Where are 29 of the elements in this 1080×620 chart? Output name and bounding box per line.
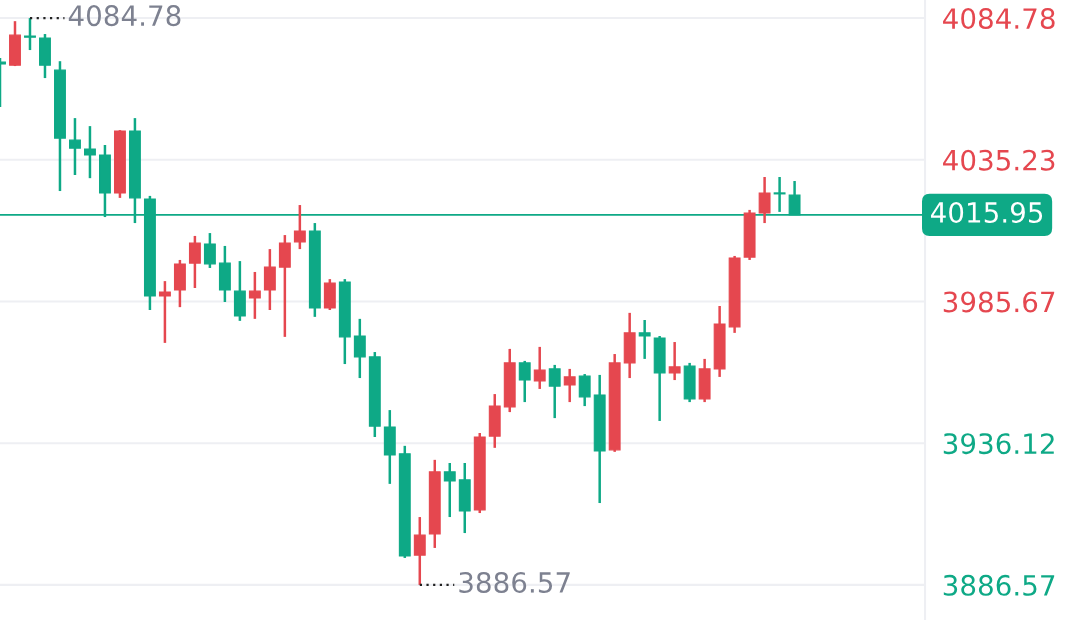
candlestick (24, 16, 36, 52)
candlestick (563, 367, 576, 404)
candlestick (548, 363, 561, 420)
y-tick-label: 3886.57 (943, 574, 1055, 596)
y-tick-label: 4084.78 (943, 8, 1055, 30)
candlestick (773, 175, 786, 214)
candlestick (158, 279, 171, 345)
candlestick (578, 372, 591, 408)
candlestick (413, 515, 426, 587)
candlestick (518, 359, 531, 404)
candlestick (293, 203, 306, 251)
candlestick (638, 318, 651, 361)
candlestick (263, 247, 276, 312)
candlestick (353, 317, 366, 380)
candlestick (758, 175, 771, 225)
candlestick (69, 116, 81, 177)
candlestick (203, 231, 216, 270)
y-tick-label: 3985.67 (943, 291, 1055, 313)
candlestick (533, 345, 546, 391)
y-tick-label: 3936.12 (943, 433, 1054, 455)
candlestick (443, 461, 456, 519)
annotation: 4084.78 (68, 5, 181, 27)
candlestick (248, 270, 261, 321)
candlestick (188, 234, 201, 290)
y-tick-label: 4035.23 (943, 149, 1055, 171)
candlestick (84, 124, 96, 180)
candlestick (668, 340, 681, 382)
annotation: 3886.57 (459, 571, 570, 593)
ref-line-label: 4015.95 (931, 201, 1043, 223)
